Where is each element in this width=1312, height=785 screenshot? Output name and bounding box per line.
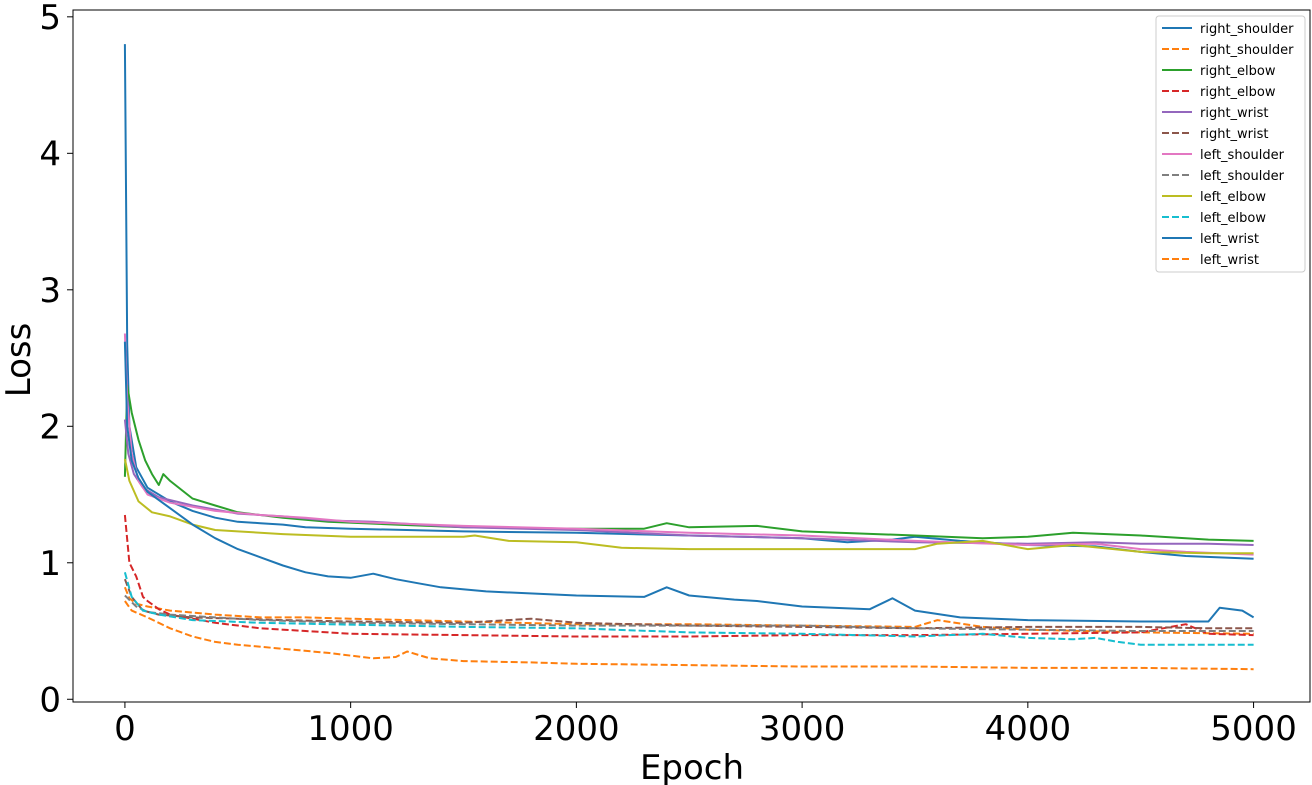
legend-label: right_wrist bbox=[1200, 106, 1269, 121]
legend-label: right_elbow bbox=[1200, 64, 1276, 79]
series-line-1 bbox=[123, 586, 1254, 635]
series-line-10 bbox=[123, 341, 1255, 623]
y-tick-label: 3 bbox=[39, 271, 61, 311]
x-tick-label: 1000 bbox=[307, 709, 394, 749]
series-layer bbox=[123, 44, 1255, 671]
series-line-3 bbox=[123, 514, 1254, 638]
legend-label: right_shoulder bbox=[1200, 43, 1294, 58]
x-tick-label: 5000 bbox=[1210, 709, 1297, 749]
legend-box bbox=[1155, 15, 1306, 273]
y-tick-label: 1 bbox=[39, 544, 61, 584]
plot-background bbox=[73, 10, 1310, 702]
legend-label: left_shoulder bbox=[1200, 169, 1285, 184]
series-line-7 bbox=[124, 594, 1254, 632]
x-tick-label: 4000 bbox=[985, 709, 1072, 749]
legend-label: right_elbow bbox=[1200, 85, 1276, 100]
legend-label: left_shoulder bbox=[1200, 148, 1285, 163]
series-line-11 bbox=[124, 600, 1254, 671]
legend: right_shoulderright_shoulderright_elbowr… bbox=[1155, 15, 1306, 273]
legend-label: right_shoulder bbox=[1200, 22, 1294, 37]
series-line-2 bbox=[123, 384, 1254, 542]
x-axis-title: Epoch bbox=[640, 748, 744, 785]
x-axis: 0 1000 2000 3000 4000 5000 bbox=[114, 702, 1297, 749]
series-line-8 bbox=[123, 458, 1254, 555]
series-line-6 bbox=[123, 333, 1254, 556]
x-tick-label: 0 bbox=[114, 709, 136, 749]
y-tick-label: 2 bbox=[39, 407, 61, 447]
series-line-9 bbox=[123, 572, 1254, 646]
legend-label: right_wrist bbox=[1200, 127, 1269, 142]
plot-frame bbox=[72, 9, 1311, 703]
legend-label: left_elbow bbox=[1200, 190, 1266, 205]
legend-label: left_wrist bbox=[1200, 232, 1259, 247]
y-tick-label: 5 bbox=[39, 0, 61, 38]
y-axis-title: Loss bbox=[0, 323, 39, 398]
x-tick-label: 2000 bbox=[533, 709, 620, 749]
legend-label: left_elbow bbox=[1200, 211, 1266, 226]
y-tick-label: 4 bbox=[39, 134, 61, 174]
x-tick-label: 3000 bbox=[759, 709, 846, 749]
legend-label: left_wrist bbox=[1200, 253, 1259, 268]
y-tick-label: 0 bbox=[39, 680, 61, 720]
y-axis: 0 1 2 3 4 5 bbox=[39, 0, 73, 720]
